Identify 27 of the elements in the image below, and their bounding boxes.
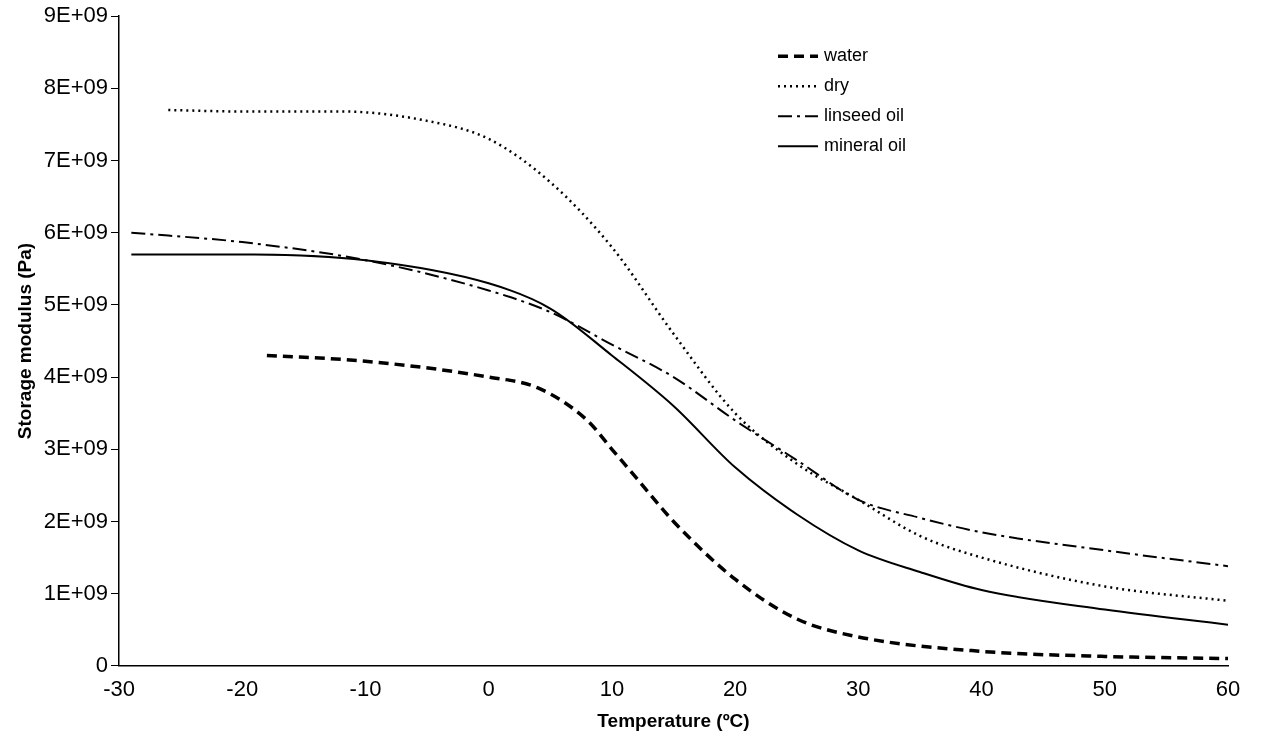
y-tick-label: 8E+09 bbox=[43, 74, 109, 100]
y-tick-label: 4E+09 bbox=[43, 363, 109, 389]
x-tick-label: -30 bbox=[103, 676, 135, 702]
x-tick-label: -20 bbox=[226, 676, 259, 702]
y-tick-label: 2E+09 bbox=[43, 507, 109, 533]
x-tick-label: 40 bbox=[969, 676, 994, 702]
y-tick-label: 6E+09 bbox=[43, 218, 109, 244]
line-series bbox=[265, 353, 1228, 661]
legend-label: dry bbox=[824, 75, 850, 96]
y-tick-label: 1E+09 bbox=[43, 579, 109, 605]
x-tick-label: 60 bbox=[1215, 676, 1241, 702]
y-tick-label: 5E+09 bbox=[43, 290, 109, 316]
y-tick-label: 7E+09 bbox=[43, 146, 109, 172]
y-tick-label: 9E+09 bbox=[43, 2, 109, 28]
x-tick-label: 10 bbox=[599, 676, 625, 702]
x-tick-label: 30 bbox=[846, 676, 871, 702]
legend-label: water bbox=[823, 45, 869, 66]
y-tick-label: 3E+09 bbox=[43, 435, 109, 461]
x-tick-label: 50 bbox=[1092, 676, 1118, 702]
y-axis-title: Storage modulus (Pa) bbox=[13, 242, 35, 440]
legend-label: mineral oil bbox=[824, 135, 907, 156]
y-tick-label: 0 bbox=[95, 651, 109, 677]
x-tick-label: -10 bbox=[349, 676, 382, 702]
x-tick-label: 0 bbox=[482, 676, 495, 702]
x-axis-title: Temperature (ºC) bbox=[597, 709, 750, 731]
legend-label: linseed oil bbox=[824, 105, 905, 126]
x-tick-label: 20 bbox=[722, 676, 748, 702]
